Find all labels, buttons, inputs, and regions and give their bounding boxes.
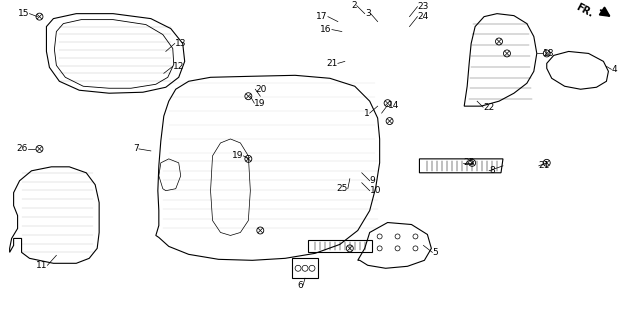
Text: 12: 12 (173, 62, 184, 71)
Text: 8: 8 (489, 166, 495, 175)
Text: 14: 14 (387, 101, 399, 110)
Text: 25: 25 (463, 158, 475, 167)
Text: 11: 11 (36, 261, 48, 270)
Text: 4: 4 (611, 65, 617, 74)
Text: 25: 25 (337, 184, 348, 193)
Text: 24: 24 (418, 12, 429, 21)
Text: 6: 6 (297, 281, 303, 290)
Text: 20: 20 (255, 85, 266, 94)
Text: 10: 10 (370, 186, 381, 195)
Text: 2: 2 (351, 1, 357, 10)
Text: 5: 5 (433, 248, 438, 257)
Text: 16: 16 (320, 25, 332, 34)
Text: FR.: FR. (574, 2, 594, 19)
Text: 23: 23 (418, 2, 429, 11)
Text: 15: 15 (18, 9, 29, 18)
Text: 13: 13 (175, 39, 186, 48)
Text: 26: 26 (16, 144, 28, 153)
Text: 9: 9 (370, 176, 376, 185)
Text: 19: 19 (255, 99, 266, 108)
Text: 3: 3 (365, 9, 371, 18)
Text: 18: 18 (543, 49, 554, 58)
Text: 17: 17 (317, 12, 328, 21)
Text: 22: 22 (483, 103, 494, 112)
Text: 7: 7 (133, 144, 139, 153)
Text: 1: 1 (364, 108, 370, 118)
Text: 21: 21 (539, 161, 550, 170)
Text: 21: 21 (327, 59, 338, 68)
Text: 19: 19 (232, 151, 243, 160)
